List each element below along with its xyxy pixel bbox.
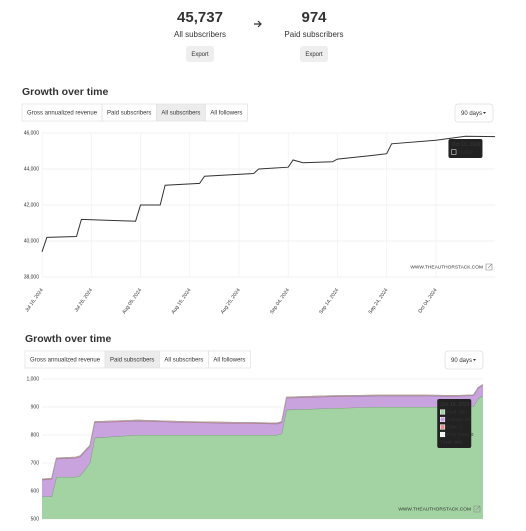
tab-label[interactable]: Paid subscribers	[110, 358, 154, 364]
x-tick-label: Sep 24, 2024	[367, 287, 389, 315]
dropdown-caret	[483, 112, 486, 114]
tab-label[interactable]: All followers	[210, 111, 242, 117]
x-tick-label: Aug 15, 2024	[170, 287, 192, 315]
y-tick-label: 44,000	[24, 166, 40, 172]
export-button[interactable]	[300, 46, 328, 62]
tooltip-swatch	[451, 149, 457, 155]
y-tick-label: 600	[31, 488, 40, 494]
y-tick-label: 1,000	[26, 376, 39, 382]
tooltip-date: Oct 16, 2024	[440, 402, 469, 408]
tooltip	[437, 399, 472, 448]
export-label[interactable]: Export	[305, 52, 323, 58]
dropdown-caret	[473, 359, 476, 361]
y-tick-label: 700	[31, 460, 40, 466]
watermark: WWW.THEAUTHORSTACK.COM	[410, 264, 483, 270]
tooltip-swatch	[439, 409, 446, 415]
x-tick-label: Oct 04, 2024	[417, 287, 438, 314]
tooltip	[448, 139, 483, 158]
y-tick-label: 40,000	[24, 238, 40, 244]
x-tick-label: Sep 04, 2024	[269, 287, 291, 315]
y-tick-label: 500	[31, 516, 40, 522]
y-tick-label: 42,000	[24, 202, 40, 208]
series-line	[41, 135, 496, 252]
y-tick-label: 800	[31, 432, 40, 438]
range-dropdown[interactable]	[444, 350, 484, 370]
y-tick-label: 900	[31, 404, 40, 410]
arrow-icon	[254, 20, 262, 28]
tab[interactable]	[208, 350, 251, 369]
section-title: Growth over time	[22, 86, 109, 98]
y-tick-label: 46,000	[24, 130, 40, 136]
stacked-area	[42, 395, 483, 519]
tab[interactable]	[205, 103, 248, 122]
range-dropdown[interactable]	[454, 103, 494, 123]
tab-label[interactable]: All followers	[213, 358, 245, 364]
x-tick-label: Aug 05, 2024	[121, 287, 143, 315]
range-label[interactable]: 90 days	[461, 111, 482, 117]
external-link-icon	[485, 263, 493, 271]
tooltip-swatch	[439, 416, 446, 423]
range-label[interactable]: 90 days	[451, 358, 472, 364]
section-title: Growth over time	[25, 333, 112, 345]
tab-label[interactable]: Gross annualized revenue	[27, 111, 98, 117]
stat-value: 45,737	[177, 9, 223, 26]
y-tick-label: 38,000	[24, 274, 40, 280]
tab-label[interactable]: Paid subscribers	[107, 111, 151, 117]
export-label[interactable]: Export	[191, 52, 209, 58]
x-tick-label: Jul 26, 2024	[73, 287, 94, 313]
tooltip-line: Gifts: 2	[447, 424, 463, 430]
export-button[interactable]	[186, 46, 214, 62]
tooltip-line: Comps: 39	[447, 417, 471, 423]
watermark: WWW.THEAUTHORSTACK.COM	[398, 506, 471, 512]
tooltip-swatch	[439, 431, 446, 438]
stat-label: Paid subscribers	[284, 30, 343, 39]
x-tick-label: Jul 16, 2024	[24, 287, 45, 313]
tooltip-date: Oct 10, 2024	[451, 142, 480, 148]
tooltip-line: 45,822	[458, 149, 473, 155]
tooltip-line: Free trials: 0	[447, 432, 474, 438]
tab-label[interactable]: All subscribers	[164, 358, 203, 364]
tooltip-line: Paid: 900	[447, 409, 468, 415]
stat-label: All subscribers	[174, 30, 226, 39]
tooltip-total: Total: 941	[440, 439, 462, 445]
tab-label[interactable]: Gross annualized revenue	[30, 358, 101, 364]
tab-label[interactable]: All subscribers	[161, 111, 200, 117]
x-tick-label: Aug 25, 2024	[220, 287, 242, 315]
external-link-icon	[473, 505, 481, 513]
tooltip-swatch	[439, 424, 446, 430]
x-tick-label: Sep 14, 2024	[318, 287, 340, 315]
area-edge	[41, 384, 484, 480]
stat-value: 974	[301, 9, 327, 26]
